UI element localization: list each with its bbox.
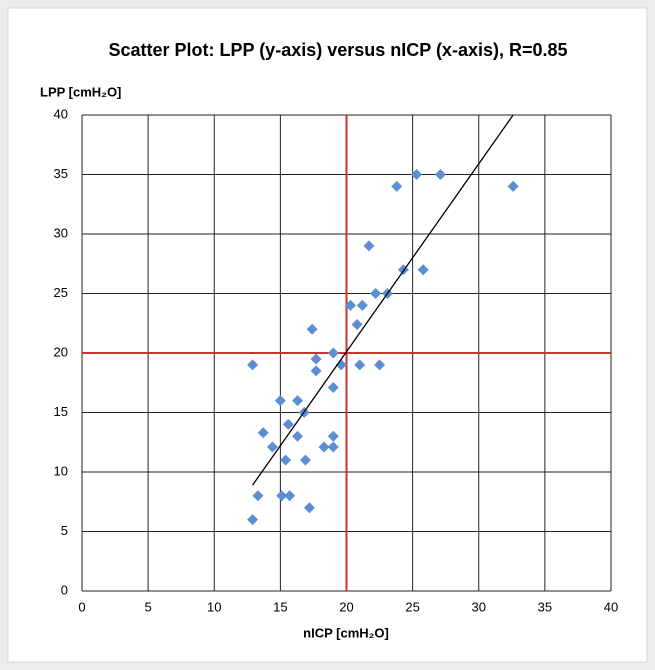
- data-point: [391, 180, 403, 192]
- x-tick-label: 20: [339, 599, 353, 614]
- data-point: [507, 180, 519, 192]
- data-point: [247, 359, 259, 371]
- x-tick-label: 5: [145, 599, 152, 614]
- data-point: [327, 347, 339, 359]
- y-tick-label: 15: [54, 404, 68, 419]
- x-tick-label: 30: [472, 599, 486, 614]
- y-tick-label: 30: [54, 225, 68, 240]
- data-point: [434, 169, 446, 180]
- data-point: [327, 441, 339, 453]
- y-tick-label: 40: [54, 106, 68, 121]
- data-point: [303, 502, 315, 514]
- x-tick-label: 35: [538, 599, 552, 614]
- x-tick-label: 25: [405, 599, 419, 614]
- data-point: [266, 441, 278, 453]
- y-axis-label: LPP [cmH₂O]: [40, 84, 121, 99]
- chart-title: Scatter Plot: LPP (y-axis) versus nICP (…: [108, 40, 567, 60]
- data-point: [370, 288, 382, 299]
- data-point: [247, 514, 259, 526]
- x-axis-label: nICP [cmH₂O]: [303, 625, 389, 640]
- data-point: [417, 264, 429, 276]
- x-tick-label: 40: [604, 599, 618, 614]
- y-tick-label: 35: [54, 166, 68, 181]
- data-point: [344, 299, 356, 311]
- data-point: [411, 169, 423, 180]
- data-point: [280, 454, 292, 466]
- data-point: [354, 359, 366, 371]
- data-point: [374, 359, 386, 371]
- data-point: [363, 240, 375, 252]
- data-point: [306, 323, 318, 335]
- trend-line: [252, 114, 514, 486]
- data-point: [300, 454, 312, 466]
- y-tick-label: 20: [54, 344, 68, 359]
- data-point: [284, 490, 296, 502]
- y-tick-label: 5: [61, 523, 68, 538]
- data-point: [292, 430, 304, 442]
- data-point: [318, 441, 330, 453]
- y-tick-label: 0: [61, 582, 68, 597]
- data-point: [257, 427, 269, 439]
- data-point: [351, 318, 363, 330]
- data-point: [276, 490, 288, 502]
- y-tick-label: 10: [54, 463, 68, 478]
- data-point: [292, 395, 304, 407]
- data-point: [327, 382, 339, 394]
- x-tick-label: 10: [207, 599, 221, 614]
- data-point: [282, 418, 294, 430]
- y-tick-label: 25: [54, 285, 68, 300]
- data-point: [310, 353, 322, 365]
- x-tick-label: 0: [78, 599, 85, 614]
- data-point: [310, 365, 322, 377]
- data-point: [274, 395, 286, 407]
- chart-panel: [7, 7, 648, 663]
- data-point: [327, 430, 339, 442]
- x-tick-label: 15: [273, 599, 287, 614]
- data-point: [252, 490, 264, 502]
- data-point: [356, 299, 368, 311]
